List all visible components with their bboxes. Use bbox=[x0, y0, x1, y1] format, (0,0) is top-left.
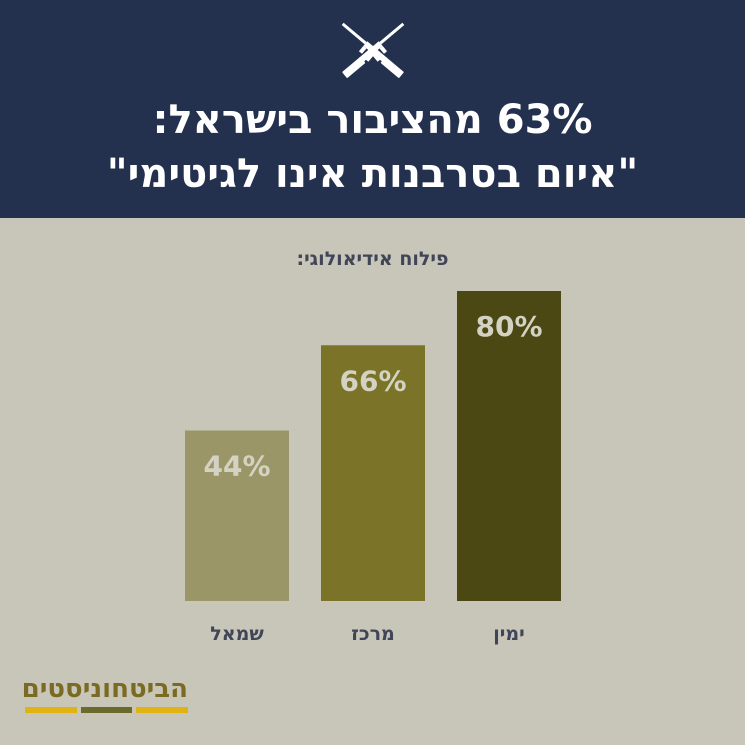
chart-subtitle: פילוח אידיאולוגי: bbox=[296, 248, 449, 270]
header-banner: 63% מהציבור בישראל: "איום בסרבנות אינו ל… bbox=[0, 0, 745, 218]
bar-2 bbox=[457, 291, 561, 601]
category-label-1: מרכז bbox=[351, 623, 395, 645]
bar-0 bbox=[185, 430, 289, 601]
brand-logo: הביטחוניסטים bbox=[21, 674, 189, 714]
title-line-2: "איום בסרבנות אינו לגיטימי" bbox=[106, 151, 639, 197]
brand-underline bbox=[25, 707, 189, 713]
value-label-1: 66% bbox=[339, 364, 406, 397]
brand-bar-2 bbox=[80, 707, 133, 713]
value-label-0: 44% bbox=[203, 450, 270, 483]
crossed-rifles-icon bbox=[341, 22, 405, 78]
category-label-2: ימין bbox=[493, 623, 524, 645]
brand-name: הביטחוניסטים bbox=[21, 674, 188, 704]
brand-bar-3 bbox=[136, 707, 189, 713]
value-label-2: 80% bbox=[475, 310, 542, 343]
title-line-1: 63% מהציבור בישראל: bbox=[152, 97, 593, 143]
brand-bar-1 bbox=[25, 707, 77, 713]
category-label-0: שמאל bbox=[210, 623, 264, 645]
bar-1 bbox=[321, 345, 425, 601]
